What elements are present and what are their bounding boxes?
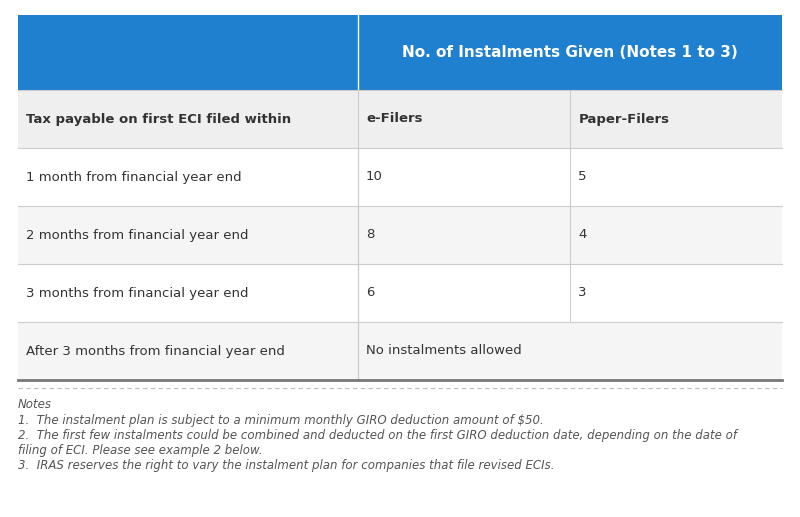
Bar (358, 148, 570, 206)
Bar (358, 322, 782, 380)
Text: Paper-Filers: Paper-Filers (578, 113, 670, 126)
Text: filing of ECI. Please see example 2 below.: filing of ECI. Please see example 2 belo… (18, 444, 262, 457)
Text: Notes: Notes (18, 398, 52, 411)
Text: 1.  The instalment plan is subject to a minimum monthly GIRO deduction amount of: 1. The instalment plan is subject to a m… (18, 414, 544, 427)
Text: 1 month from financial year end: 1 month from financial year end (26, 171, 242, 184)
Bar (570, 206, 782, 264)
Text: 6: 6 (366, 286, 374, 299)
Text: 3: 3 (578, 286, 587, 299)
Bar (18, 264, 358, 322)
Text: No instalments allowed: No instalments allowed (366, 344, 522, 357)
Text: No. of Instalments Given (Notes 1 to 3): No. of Instalments Given (Notes 1 to 3) (402, 45, 738, 60)
Bar (358, 90, 570, 148)
Text: Tax payable on first ECI filed within: Tax payable on first ECI filed within (26, 113, 291, 126)
Bar (18, 322, 358, 380)
Bar (358, 206, 570, 264)
Text: After 3 months from financial year end: After 3 months from financial year end (26, 344, 285, 357)
Text: 4: 4 (578, 229, 586, 241)
Text: 10: 10 (366, 171, 383, 184)
Bar (358, 264, 570, 322)
Bar (18, 90, 358, 148)
Text: 3.  IRAS reserves the right to vary the instalment plan for companies that file : 3. IRAS reserves the right to vary the i… (18, 459, 554, 472)
Bar (570, 90, 782, 148)
Text: 3 months from financial year end: 3 months from financial year end (26, 286, 249, 299)
Text: 8: 8 (366, 229, 374, 241)
Text: e-Filers: e-Filers (366, 113, 422, 126)
Bar (18, 148, 358, 206)
Bar (358, 15, 782, 90)
Text: 5: 5 (578, 171, 587, 184)
Bar (570, 148, 782, 206)
Bar (18, 206, 358, 264)
Text: 2 months from financial year end: 2 months from financial year end (26, 229, 249, 241)
Text: 2.  The first few instalments could be combined and deducted on the first GIRO d: 2. The first few instalments could be co… (18, 429, 737, 442)
Bar (18, 15, 358, 90)
Bar (570, 264, 782, 322)
